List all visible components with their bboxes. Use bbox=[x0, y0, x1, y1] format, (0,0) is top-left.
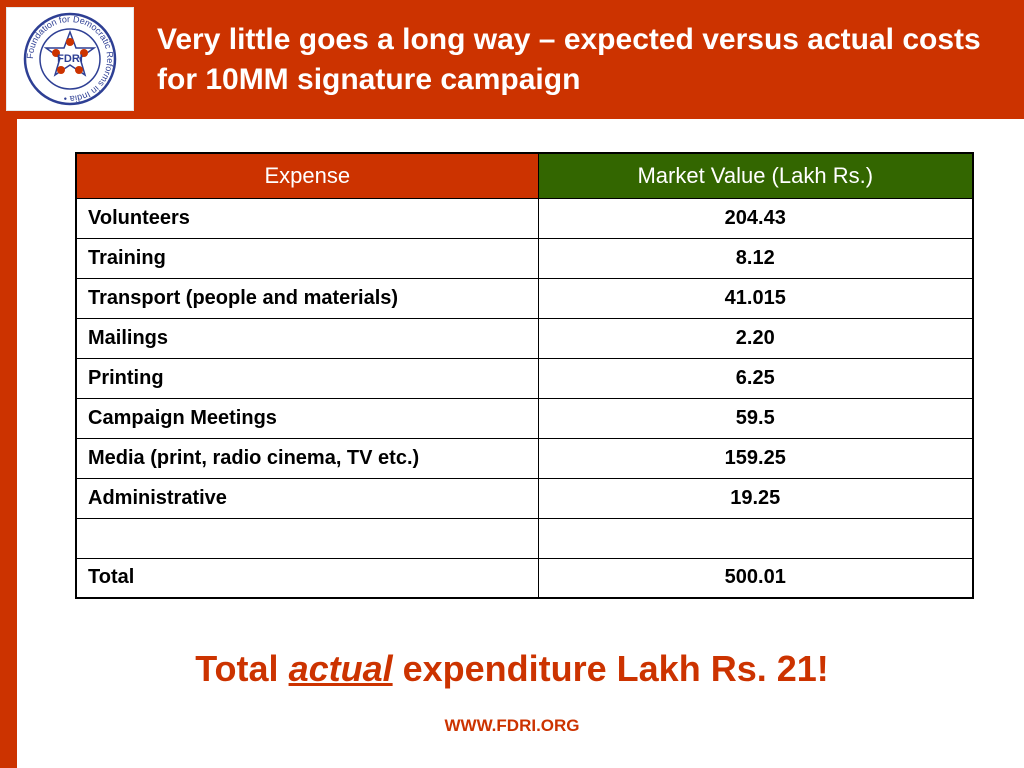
website-url[interactable]: WWW.FDRI.ORG bbox=[444, 716, 580, 735]
summary-emphasis: actual bbox=[288, 648, 393, 689]
fdri-logo: Foundation for Democratic Reforms in Ind… bbox=[6, 7, 134, 111]
market-value-cell: 6.25 bbox=[537, 357, 974, 399]
expense-cell: Campaign Meetings bbox=[75, 397, 539, 439]
table-body: Volunteers 204.43 Training 8.12 Transport (p… bbox=[75, 197, 974, 599]
market-value-cell: 59.5 bbox=[537, 397, 974, 439]
table-row: Total 500.01 bbox=[75, 557, 974, 599]
header-bar: Foundation for Democratic Reforms in Ind… bbox=[0, 0, 1024, 119]
market-value-cell: 2.20 bbox=[537, 317, 974, 359]
market-value-cell bbox=[537, 517, 974, 559]
expense-cell: Volunteers bbox=[75, 197, 539, 239]
table-row: Campaign Meetings 59.5 bbox=[75, 397, 974, 439]
expense-cell: Transport (people and materials) bbox=[75, 277, 539, 319]
summary-suffix: expenditure Lakh Rs. 21! bbox=[402, 648, 829, 689]
fdri-seal-icon: Foundation for Democratic Reforms in Ind… bbox=[23, 12, 117, 106]
expense-cell bbox=[75, 517, 539, 559]
market-value-cell: 204.43 bbox=[537, 197, 974, 239]
market-value-cell: 8.12 bbox=[537, 237, 974, 279]
table-row: Media (print, radio cinema, TV etc.) 159.… bbox=[75, 437, 974, 479]
table-row: Printing 6.25 bbox=[75, 357, 974, 399]
table-row bbox=[75, 517, 974, 559]
expense-cell: Mailings bbox=[75, 317, 539, 359]
table-row: Volunteers 204.43 bbox=[75, 197, 974, 239]
expense-cell: Printing bbox=[75, 357, 539, 399]
expense-cell: Media (print, radio cinema, TV etc.) bbox=[75, 437, 539, 479]
table-header-row: Expense Market Value (Lakh Rs.) bbox=[75, 152, 974, 199]
star-icon bbox=[43, 29, 97, 77]
logo-abbr: FDRI bbox=[57, 53, 83, 65]
table-row: Training 8.12 bbox=[75, 237, 974, 279]
table-row: Transport (people and materials) 41.015 bbox=[75, 277, 974, 319]
table-row: Administrative 19.25 bbox=[75, 477, 974, 519]
total-actual-expenditure: Total actual expenditure Lakh Rs. 21! bbox=[0, 648, 1024, 690]
market-value-cell: 159.25 bbox=[537, 437, 974, 479]
expense-cell: Total bbox=[75, 557, 539, 599]
market-value-cell: 19.25 bbox=[537, 477, 974, 519]
expense-table: Expense Market Value (Lakh Rs.) Voluntee… bbox=[75, 152, 974, 599]
left-accent-bar bbox=[0, 119, 17, 768]
table-row: Mailings 2.20 bbox=[75, 317, 974, 359]
market-value-cell: 500.01 bbox=[537, 557, 974, 599]
expense-cell: Training bbox=[75, 237, 539, 279]
summary-prefix: Total bbox=[195, 648, 279, 689]
market-value-column-header: Market Value (Lakh Rs.) bbox=[537, 152, 974, 199]
market-value-cell: 41.015 bbox=[537, 277, 974, 319]
expense-column-header: Expense bbox=[75, 152, 539, 199]
expense-cell: Administrative bbox=[75, 477, 539, 519]
page-title: Very little goes a long way – expected v… bbox=[157, 23, 981, 96]
